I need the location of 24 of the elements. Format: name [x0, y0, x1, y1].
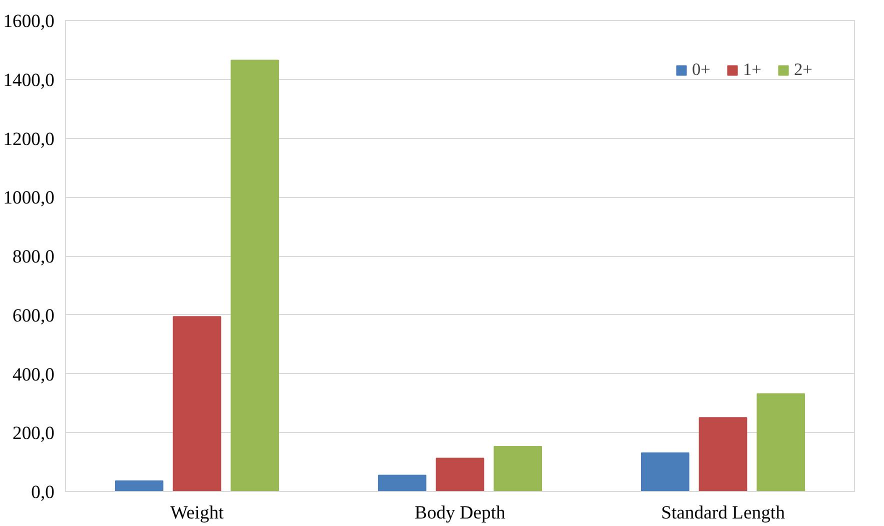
x-tick-label: Weight [170, 502, 225, 524]
y-tick-label: 600,0 [12, 305, 55, 326]
legend-label: 0+ [692, 60, 712, 80]
bar [378, 474, 426, 492]
bar [640, 452, 690, 492]
bar [494, 446, 542, 492]
y-tick-label: 1200,0 [3, 128, 55, 150]
y-tick-label: 1600,0 [3, 11, 55, 32]
x-tick-label: Body Depth [414, 502, 506, 524]
y-tick-label: 800,0 [12, 246, 55, 268]
bar [756, 393, 806, 492]
x-tick-label: Standard Length [661, 502, 786, 524]
y-tick-label: 400,0 [12, 364, 55, 386]
bar [114, 480, 164, 492]
y-tick-label: 200,0 [12, 423, 55, 444]
y-tick-label: 1000,0 [3, 188, 55, 209]
bar [172, 316, 222, 492]
bar [230, 60, 280, 492]
bar [698, 417, 748, 492]
bar [436, 458, 484, 492]
legend-label: 1+ [743, 60, 762, 80]
legend-label: 2+ [794, 60, 814, 80]
y-tick-label: 0,0 [31, 482, 55, 503]
y-tick-label: 1400,0 [3, 70, 55, 91]
